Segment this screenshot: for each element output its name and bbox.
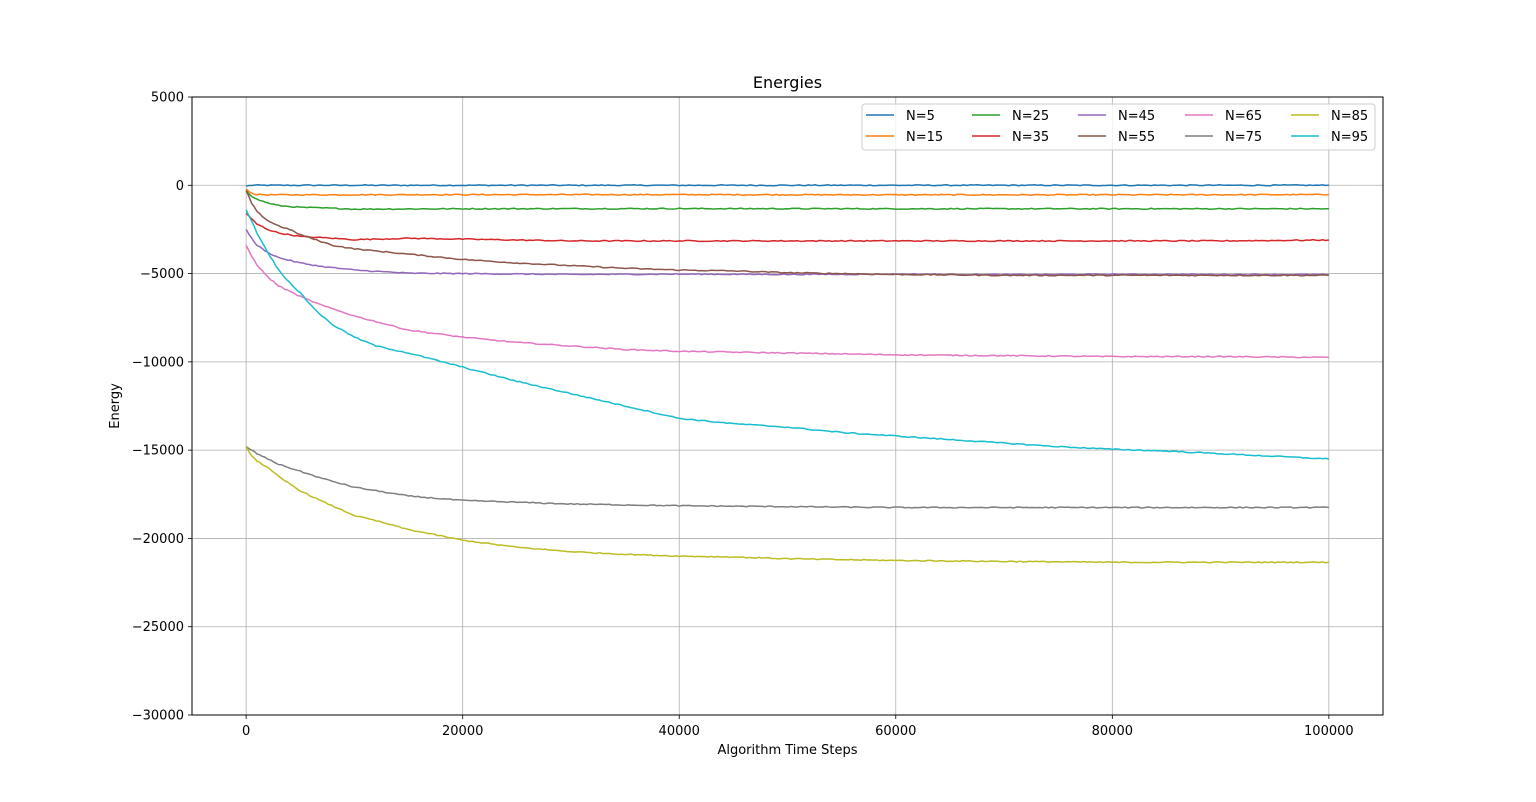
series-line-n-95 <box>245 209 1330 460</box>
y-tick-label: −25000 <box>132 620 184 635</box>
series-line-n-65 <box>245 244 1329 359</box>
legend-label: N=35 <box>1012 130 1049 145</box>
y-axis-ticks: 5000 0 −5000 −10000 −15000 −20000 −25000 −30000 <box>132 91 192 724</box>
series-line-n-45 <box>245 229 1329 276</box>
legend-label: N=25 <box>1012 109 1049 124</box>
series-lines <box>245 184 1330 564</box>
legend-label: N=85 <box>1331 109 1368 124</box>
plot-frame <box>191 96 1384 716</box>
series-line-n-15 <box>245 188 1329 197</box>
y-tick-label: 5000 <box>151 91 184 106</box>
x-tick-label: 20000 <box>442 724 483 739</box>
series-line-n-55 <box>245 190 1329 277</box>
legend-label: N=5 <box>906 109 935 124</box>
series-line-n-35 <box>245 212 1329 243</box>
y-tick-label: −10000 <box>132 355 184 370</box>
legend-label: N=45 <box>1118 109 1155 124</box>
series-line-n-5 <box>245 184 1329 187</box>
x-tick-label: 0 <box>242 724 250 739</box>
y-tick-label: −5000 <box>140 267 184 282</box>
legend-label: N=55 <box>1118 130 1155 145</box>
x-tick-label: 40000 <box>659 724 700 739</box>
legend-label: N=15 <box>906 130 943 145</box>
x-axis-ticks: 0 20000 40000 60000 80000 100000 <box>242 715 1354 739</box>
x-tick-label: 60000 <box>875 724 916 739</box>
y-tick-label: −15000 <box>132 444 184 459</box>
legend-label: N=95 <box>1331 130 1368 145</box>
series-line-n-85 <box>245 446 1329 564</box>
y-tick-label: −30000 <box>132 709 184 724</box>
legend-label: N=75 <box>1225 130 1262 145</box>
x-tick-label: 100000 <box>1304 724 1354 739</box>
chart-title: Energies <box>753 73 822 92</box>
y-tick-label: 0 <box>176 179 184 194</box>
y-axis-label: Energy <box>108 383 123 429</box>
y-tick-label: −20000 <box>132 532 184 547</box>
series-line-n-25 <box>245 190 1329 211</box>
series-line-n-75 <box>245 445 1329 509</box>
legend: N=5 N=15 N=25 N=35 N=45 N=55 N=65 N=75 N=85 N=95 <box>861 103 1376 151</box>
x-axis-label: Algorithm Time Steps <box>717 743 857 758</box>
x-tick-label: 80000 <box>1092 724 1133 739</box>
legend-label: N=65 <box>1225 109 1262 124</box>
